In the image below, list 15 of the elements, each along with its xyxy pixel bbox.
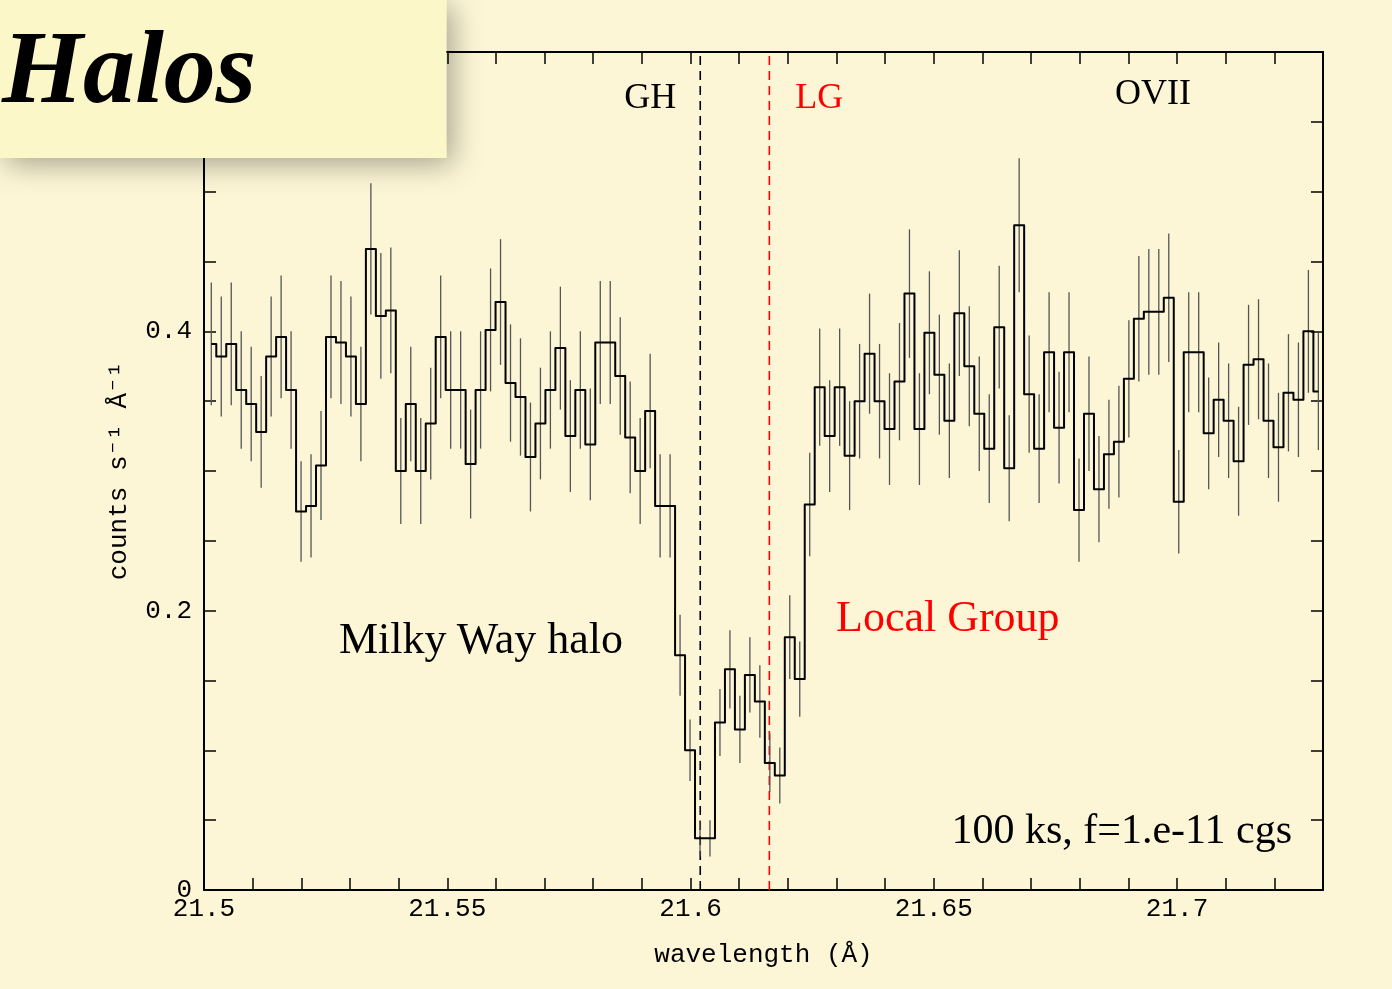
x-tick-label: 21.65 xyxy=(894,894,973,924)
y-axis-title: counts s⁻¹ Å⁻¹ xyxy=(104,361,134,581)
ref-line-label: LG xyxy=(795,76,844,116)
x-tick-label: 21.7 xyxy=(1145,894,1209,924)
y-tick-label: 0.2 xyxy=(145,595,192,626)
x-tick-label: 21.55 xyxy=(408,894,487,924)
x-axis-title: wavelength (Å) xyxy=(654,940,873,970)
y-tick-label: 0.4 xyxy=(145,316,192,347)
x-tick-label: 21.6 xyxy=(659,894,722,924)
ref-line-label: GH xyxy=(624,76,677,116)
annotation: 100 ks, f=1.e-11 cgs xyxy=(951,806,1292,852)
annotation: Milky Way halo xyxy=(339,613,624,663)
chart-title: Halos xyxy=(1,8,257,124)
annotation: OVII xyxy=(1115,72,1191,112)
annotation: Local Group xyxy=(836,591,1060,641)
